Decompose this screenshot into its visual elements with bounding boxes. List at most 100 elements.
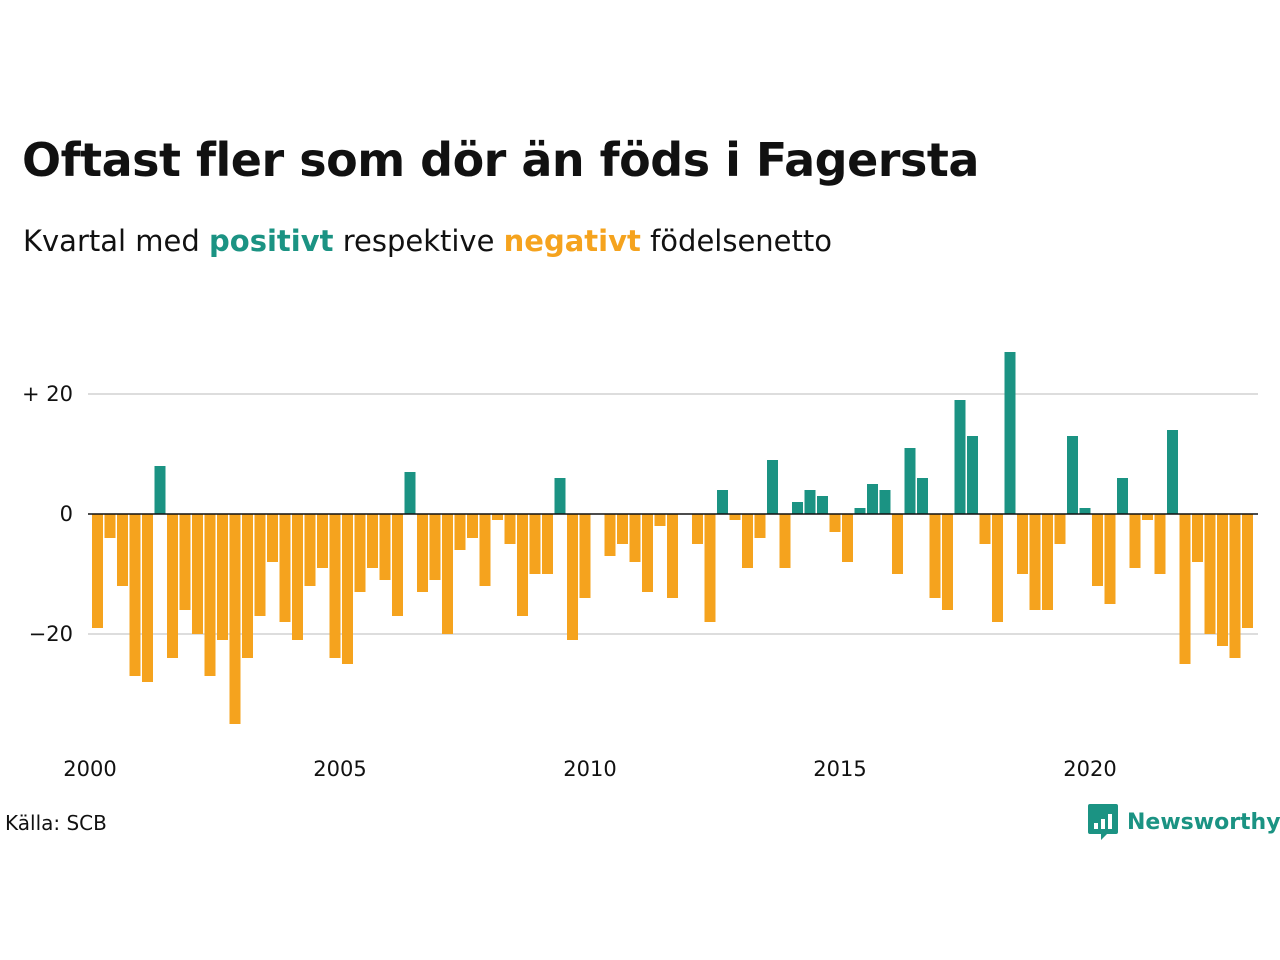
bar-negative — [479, 514, 491, 586]
bar-negative — [729, 514, 741, 520]
bar-negative — [942, 514, 953, 610]
bar-chart: + 20 0 −20 2000 2005 2010 2015 2020 — [22, 352, 1258, 781]
brand-logo: Newsworthy — [1088, 803, 1280, 841]
bar-negative — [929, 514, 941, 598]
bar-positive — [1067, 436, 1078, 514]
bar-negative — [504, 514, 516, 544]
bar-negative — [167, 514, 178, 658]
bar-negative — [354, 514, 366, 592]
subtitle-suffix: födelsenetto — [640, 224, 832, 258]
bar-negative — [317, 514, 328, 568]
chart-subtitle: Kvartal med positivt respektive negativt… — [23, 221, 832, 261]
bar-positive — [1167, 430, 1178, 514]
bar-negative — [517, 514, 528, 616]
bar-negative — [117, 514, 128, 586]
bar-negative — [442, 514, 453, 634]
bar-negative — [92, 514, 103, 628]
icon-bar-2 — [1101, 819, 1105, 829]
bar-positive — [1079, 508, 1091, 514]
bar-positive — [879, 490, 891, 514]
bar-positive — [917, 478, 928, 514]
bar-negative — [1142, 514, 1153, 520]
x-tick-label: 2020 — [1063, 757, 1116, 781]
bar-positive — [767, 460, 778, 514]
bar-positive — [1004, 352, 1016, 514]
bar-negative — [179, 514, 191, 610]
bar-negative — [579, 514, 591, 598]
icon-bar-3 — [1108, 814, 1112, 829]
bar-positive — [817, 496, 828, 514]
bar-positive — [867, 484, 878, 514]
bar-negative — [367, 514, 378, 568]
bar-positive — [954, 400, 966, 514]
bar-negative — [1042, 514, 1053, 610]
bar-negative — [692, 514, 703, 544]
bar-negative — [379, 514, 391, 580]
chart-title: Oftast fler som dör än föds i Fagersta — [22, 133, 979, 187]
y-tick-label: 0 — [60, 502, 73, 526]
bar-negative — [192, 514, 203, 634]
bar-negative — [1242, 514, 1253, 628]
bars — [92, 352, 1253, 724]
bar-negative — [842, 514, 853, 562]
bar-negative — [204, 514, 216, 676]
brand-name: Newsworthy — [1127, 809, 1280, 835]
subtitle-negative-word: negativt — [503, 224, 641, 258]
bar-negative — [892, 514, 903, 574]
bar-positive — [904, 448, 916, 514]
bar-positive — [554, 478, 566, 514]
bar-positive — [854, 508, 866, 514]
bar-negative — [529, 514, 541, 574]
subtitle-middle: respektive — [333, 224, 504, 258]
bar-negative — [242, 514, 253, 658]
bar-positive — [967, 436, 978, 514]
bar-negative — [654, 514, 666, 526]
y-tick-label: + 20 — [22, 382, 73, 406]
bar-negative — [429, 514, 441, 580]
y-tick-label: −20 — [29, 622, 73, 646]
bar-negative — [829, 514, 841, 532]
bar-negative — [1017, 514, 1028, 574]
bar-negative — [217, 514, 228, 640]
bar-positive — [792, 502, 803, 514]
bar-negative — [1217, 514, 1228, 646]
bar-negative — [267, 514, 278, 562]
bar-negative — [104, 514, 116, 538]
bar-negative — [642, 514, 653, 592]
bar-positive — [404, 472, 416, 514]
bar-positive — [154, 466, 166, 514]
bar-negative — [1192, 514, 1203, 562]
bar-negative — [1179, 514, 1191, 664]
bar-negative — [454, 514, 466, 550]
bar-negative — [992, 514, 1003, 622]
bar-negative — [604, 514, 616, 556]
x-axis-ticks: 2000 2005 2010 2015 2020 — [63, 757, 1116, 781]
bar-chart-speech-icon — [1088, 804, 1118, 840]
bar-negative — [492, 514, 503, 520]
x-tick-label: 2000 — [63, 757, 116, 781]
bar-negative — [742, 514, 753, 568]
bar-negative — [542, 514, 553, 574]
bar-negative — [704, 514, 716, 622]
bar-negative — [292, 514, 303, 640]
bar-positive — [717, 490, 728, 514]
bar-negative — [142, 514, 153, 682]
gridlines — [88, 393, 1258, 635]
bar-negative — [667, 514, 678, 598]
x-tick-label: 2005 — [313, 757, 366, 781]
bar-negative — [1229, 514, 1241, 658]
bar-negative — [1129, 514, 1141, 568]
bar-negative — [617, 514, 628, 544]
bar-negative — [392, 514, 403, 616]
bar-negative — [279, 514, 291, 622]
y-axis-ticks: + 20 0 −20 — [22, 382, 73, 646]
bar-negative — [1104, 514, 1116, 604]
bar-negative — [1092, 514, 1103, 586]
bar-negative — [417, 514, 428, 592]
subtitle-positive-word: positivt — [209, 224, 334, 258]
bar-negative — [754, 514, 766, 538]
bar-negative — [467, 514, 478, 538]
bar-negative — [342, 514, 353, 664]
bar-negative — [304, 514, 316, 586]
subtitle-prefix: Kvartal med — [23, 224, 210, 258]
